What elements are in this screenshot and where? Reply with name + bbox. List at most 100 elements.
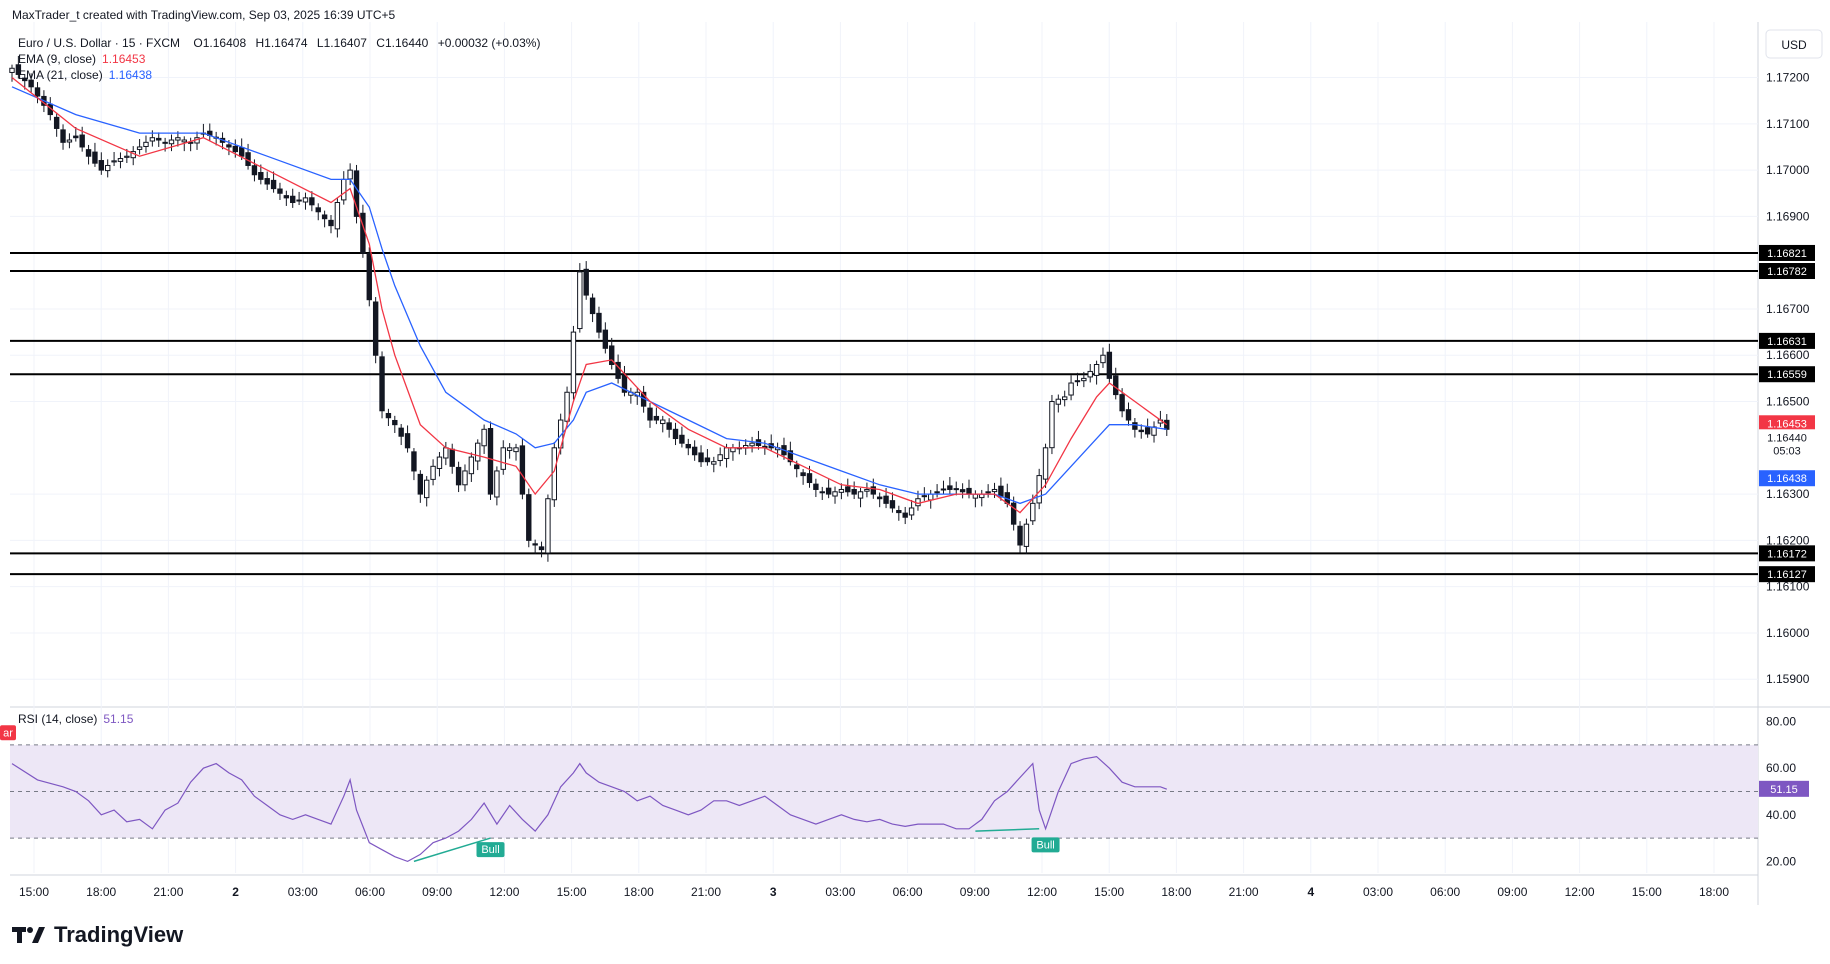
candle-body [889, 500, 896, 509]
ema-fast-line [11, 76, 1168, 514]
candle-body [711, 461, 717, 465]
candle-body [175, 137, 181, 141]
price-tick-label: 1.16300 [1766, 487, 1810, 501]
high-value: 1.16474 [264, 36, 308, 50]
close-value: 1.16440 [384, 36, 429, 50]
candle-body [1125, 409, 1132, 421]
symbol-label[interactable]: Euro / U.S. Dollar · 15 · FXCM [18, 36, 181, 50]
candle-body [1138, 429, 1144, 433]
rsi-legend[interactable]: RSI (14, close) 51.15 [18, 712, 133, 726]
time-tick-label: 15:00 [1632, 885, 1662, 899]
price-tick-label: 1.16600 [1766, 348, 1810, 362]
candle-body [475, 442, 481, 462]
time-tick-label: 18:00 [1699, 885, 1729, 899]
time-tick-label: 03:00 [825, 885, 855, 899]
candle-body [449, 448, 455, 467]
candle-body [870, 486, 876, 495]
candle-body [653, 415, 660, 421]
candle-body [455, 466, 462, 486]
candle-body [296, 199, 302, 202]
candle-body [436, 456, 443, 469]
current-price-label: 1.16440 [1767, 432, 1807, 444]
candle-body [985, 491, 991, 494]
candle-body [117, 158, 124, 162]
level-price-label: 1.16821 [1767, 248, 1807, 260]
candle-body [15, 64, 22, 75]
candle-body [883, 495, 889, 504]
candle-body [341, 178, 347, 201]
price-tick-label: 1.16100 [1766, 580, 1810, 594]
candle-body [1093, 364, 1100, 376]
candle-body [500, 447, 506, 470]
time-tick-label: 18:00 [86, 885, 116, 899]
candle-body [168, 139, 175, 145]
time-tick-label: 15:00 [557, 885, 587, 899]
level-price-tag [1759, 566, 1815, 583]
candle-body [181, 139, 187, 143]
time-tick-label: 03:00 [1363, 885, 1393, 899]
candle-body [1144, 427, 1151, 435]
candle-body [513, 447, 519, 453]
candle-body [347, 169, 353, 180]
tradingview-brand[interactable]: TradingView [12, 922, 183, 948]
candle-body [226, 144, 232, 148]
candle-body [876, 496, 883, 500]
candle-body [660, 419, 666, 425]
level-price-tag [1759, 332, 1815, 349]
candle-body [494, 470, 500, 498]
candle-body [385, 412, 392, 419]
level-price-tag [1759, 545, 1815, 562]
candle-body [92, 151, 98, 164]
currency-button [1765, 29, 1823, 59]
level-price-tag [1759, 244, 1815, 261]
candle-body [1068, 382, 1074, 396]
candle-body [838, 488, 845, 493]
candle-body [79, 134, 85, 148]
candle-body [596, 312, 602, 333]
candle-body [959, 489, 966, 493]
time-tick-label: 06:00 [893, 885, 923, 899]
candle-body [857, 491, 864, 499]
candle-body [353, 170, 360, 217]
time-tick-label: 18:00 [1161, 885, 1191, 899]
candle-body [111, 160, 117, 163]
time-tick-label: 09:00 [960, 885, 990, 899]
candle-body [309, 197, 315, 206]
candle-body [672, 428, 679, 440]
bar-countdown-label: 05:03 [1773, 445, 1801, 457]
candle-body [621, 374, 628, 393]
candle-body [1106, 351, 1113, 379]
candle-body [934, 491, 940, 494]
price-tick-label: 1.15900 [1766, 672, 1810, 686]
candle-body [9, 67, 15, 73]
symbol-legend: Euro / U.S. Dollar · 15 · FXCM O1.16408 … [18, 36, 540, 50]
low-label: L [316, 36, 324, 50]
ema-slow-line [11, 86, 1167, 505]
candle-body [60, 129, 66, 143]
rsi-label: RSI (14, close) [18, 712, 98, 726]
candle-body [468, 456, 475, 475]
candle-body [564, 391, 570, 422]
candle-body [1074, 380, 1081, 383]
divergence-label-text: Bull [1036, 839, 1054, 851]
time-tick-label: 03:00 [288, 885, 318, 899]
candle-body [105, 164, 111, 172]
rsi-tick-label: 60.00 [1766, 761, 1796, 775]
rsi-tick-label: 40.00 [1766, 808, 1796, 822]
candle-body [1030, 502, 1036, 522]
candle-body [277, 188, 283, 194]
candle-body [819, 491, 825, 494]
candle-body [462, 470, 468, 486]
rsi-value: 51.15 [103, 712, 134, 726]
candle-body [704, 457, 711, 463]
time-tick-label: 18:00 [624, 885, 654, 899]
candle-body [832, 491, 838, 497]
candle-body [1023, 523, 1030, 547]
ema-slow-legend[interactable]: EMA (21, close) 1.16438 [18, 68, 152, 82]
divergence-label-text: Bull [481, 844, 499, 856]
level-price-tag [1759, 366, 1815, 383]
candle-body [1132, 422, 1138, 430]
ema-fast-legend[interactable]: EMA (9, close) 1.16453 [18, 52, 145, 66]
candle-body [698, 452, 704, 463]
